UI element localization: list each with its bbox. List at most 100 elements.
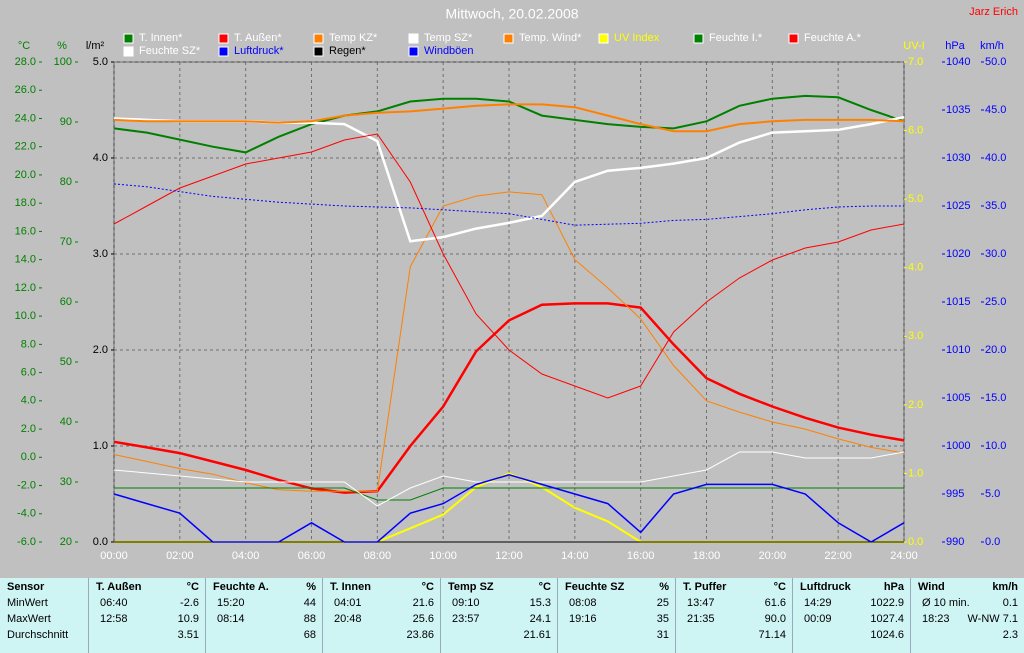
max-value: 1027.4 [870, 613, 904, 625]
y-tick-label: 1005 [946, 392, 970, 404]
y-tick-label: 15.0 [985, 392, 1006, 404]
row-label: MinWert [7, 597, 48, 609]
y-tick-label: 20.0 [15, 169, 36, 181]
avg-value: 68 [303, 629, 316, 641]
max-value: 88 [303, 613, 316, 625]
column-separator [675, 578, 676, 653]
y-tick-label: 4.0 [21, 395, 36, 407]
y-tick-label: 16.0 [15, 225, 36, 237]
max-value: 35 [656, 613, 669, 625]
max-time: 20:48 [334, 613, 362, 625]
legend-swatch [503, 33, 514, 44]
y-tick-label: 26.0 [15, 84, 36, 96]
min-time: Ø 10 min. [922, 597, 970, 609]
avg-value: 31 [656, 629, 669, 641]
min-time: 13:47 [687, 597, 715, 609]
series-line [113, 183, 904, 226]
legend-label: Regen* [329, 45, 366, 57]
y-tick-label: 45.0 [985, 104, 1006, 116]
legend-swatch [218, 46, 229, 57]
min-value: -2.6 [180, 597, 199, 609]
y-tick-label: 1025 [946, 200, 970, 212]
y-tick-label: 35.0 [985, 200, 1006, 212]
min-time: 09:10 [452, 597, 480, 609]
y-tick-label: -6.0 [17, 536, 36, 548]
series-line [113, 94, 905, 154]
min-value: 1022.9 [870, 597, 904, 609]
x-tick-label: 20:00 [759, 550, 787, 562]
legend-swatch [123, 33, 134, 44]
y-tick-label: 1015 [946, 296, 970, 308]
legend-label: Feuchte SZ* [139, 45, 201, 57]
y-tick-label: 7.0 [908, 56, 923, 68]
avg-value: 2.3 [1002, 629, 1018, 641]
axis-title: l/m² [86, 40, 105, 52]
y-tick-label: 40 [60, 416, 72, 428]
legend-label: Temp. Wind* [519, 32, 582, 44]
axis-title: km/h [980, 40, 1004, 52]
max-time: 12:58 [100, 613, 128, 625]
y-tick-label: 10.0 [15, 310, 36, 322]
max-value: 25.6 [412, 613, 434, 625]
legend-swatch [313, 46, 324, 57]
axis-title: % [57, 40, 67, 52]
legend-label: Feuchte A.* [804, 32, 862, 44]
legend-label: Windböen [424, 45, 474, 57]
y-tick-label: 3.0 [93, 248, 108, 260]
row-label: Sensor [7, 581, 45, 593]
y-tick-label: 0.0 [93, 536, 108, 548]
x-tick-label: 24:00 [890, 550, 918, 562]
y-tick-label: 25.0 [985, 296, 1006, 308]
column-header: T. Außen [96, 581, 142, 593]
y-tick-label: -4.0 [17, 508, 36, 520]
legend-swatch [598, 33, 609, 44]
y-tick-label: 30 [60, 476, 72, 488]
series-line [113, 451, 905, 507]
column-separator [792, 578, 793, 653]
max-value: W-NW 7.1 [967, 613, 1018, 625]
axis-title: UV-I [903, 40, 924, 52]
axis-title: °C [18, 40, 30, 52]
y-tick-label: 6.0 [908, 124, 923, 136]
y-tick-label: 20.0 [985, 344, 1006, 356]
legend-swatch [408, 33, 419, 44]
y-tick-label: 1010 [946, 344, 970, 356]
series-line [113, 474, 905, 543]
y-tick-label: 0.0 [21, 451, 36, 463]
legend-swatch [408, 46, 419, 57]
y-tick-label: 10.0 [985, 440, 1006, 452]
min-time: 15:20 [217, 597, 245, 609]
y-tick-label: 18.0 [15, 197, 36, 209]
y-tick-label: 70 [60, 236, 72, 248]
x-tick-label: 04:00 [232, 550, 260, 562]
y-tick-label: 4.0 [908, 262, 923, 274]
max-time: 18:23 [922, 613, 950, 625]
min-value: 44 [303, 597, 316, 609]
legend-label: Luftdruck* [234, 45, 284, 57]
legend-label: Temp KZ* [329, 32, 378, 44]
x-tick-label: 16:00 [627, 550, 655, 562]
column-unit: % [306, 581, 316, 593]
min-time: 06:40 [100, 597, 128, 609]
column-separator [910, 578, 911, 653]
y-tick-label: 1040 [946, 56, 970, 68]
x-tick-label: 00:00 [100, 550, 128, 562]
chart-title: Mittwoch, 20.02.2008 [445, 6, 578, 22]
y-tick-label: 1020 [946, 248, 970, 260]
min-value: 15.3 [529, 597, 551, 609]
y-tick-label: 40.0 [985, 152, 1006, 164]
series-line [114, 487, 904, 501]
y-tick-label: 50 [60, 356, 72, 368]
y-tick-label: 80 [60, 176, 72, 188]
column-separator [557, 578, 558, 653]
y-tick-label: 1.0 [93, 440, 108, 452]
series-line [113, 133, 905, 399]
chart: Mittwoch, 20.02.2008 Jarz Erich 00:00 02:… [15, 6, 1018, 562]
max-value: 10.9 [177, 613, 199, 625]
y-tick-label: 24.0 [15, 112, 36, 124]
legend-label: UV Index [614, 32, 660, 44]
y-tick-label: 3.0 [908, 330, 923, 342]
y-tick-label: 100 [54, 56, 72, 68]
avg-value: 3.51 [177, 629, 199, 641]
